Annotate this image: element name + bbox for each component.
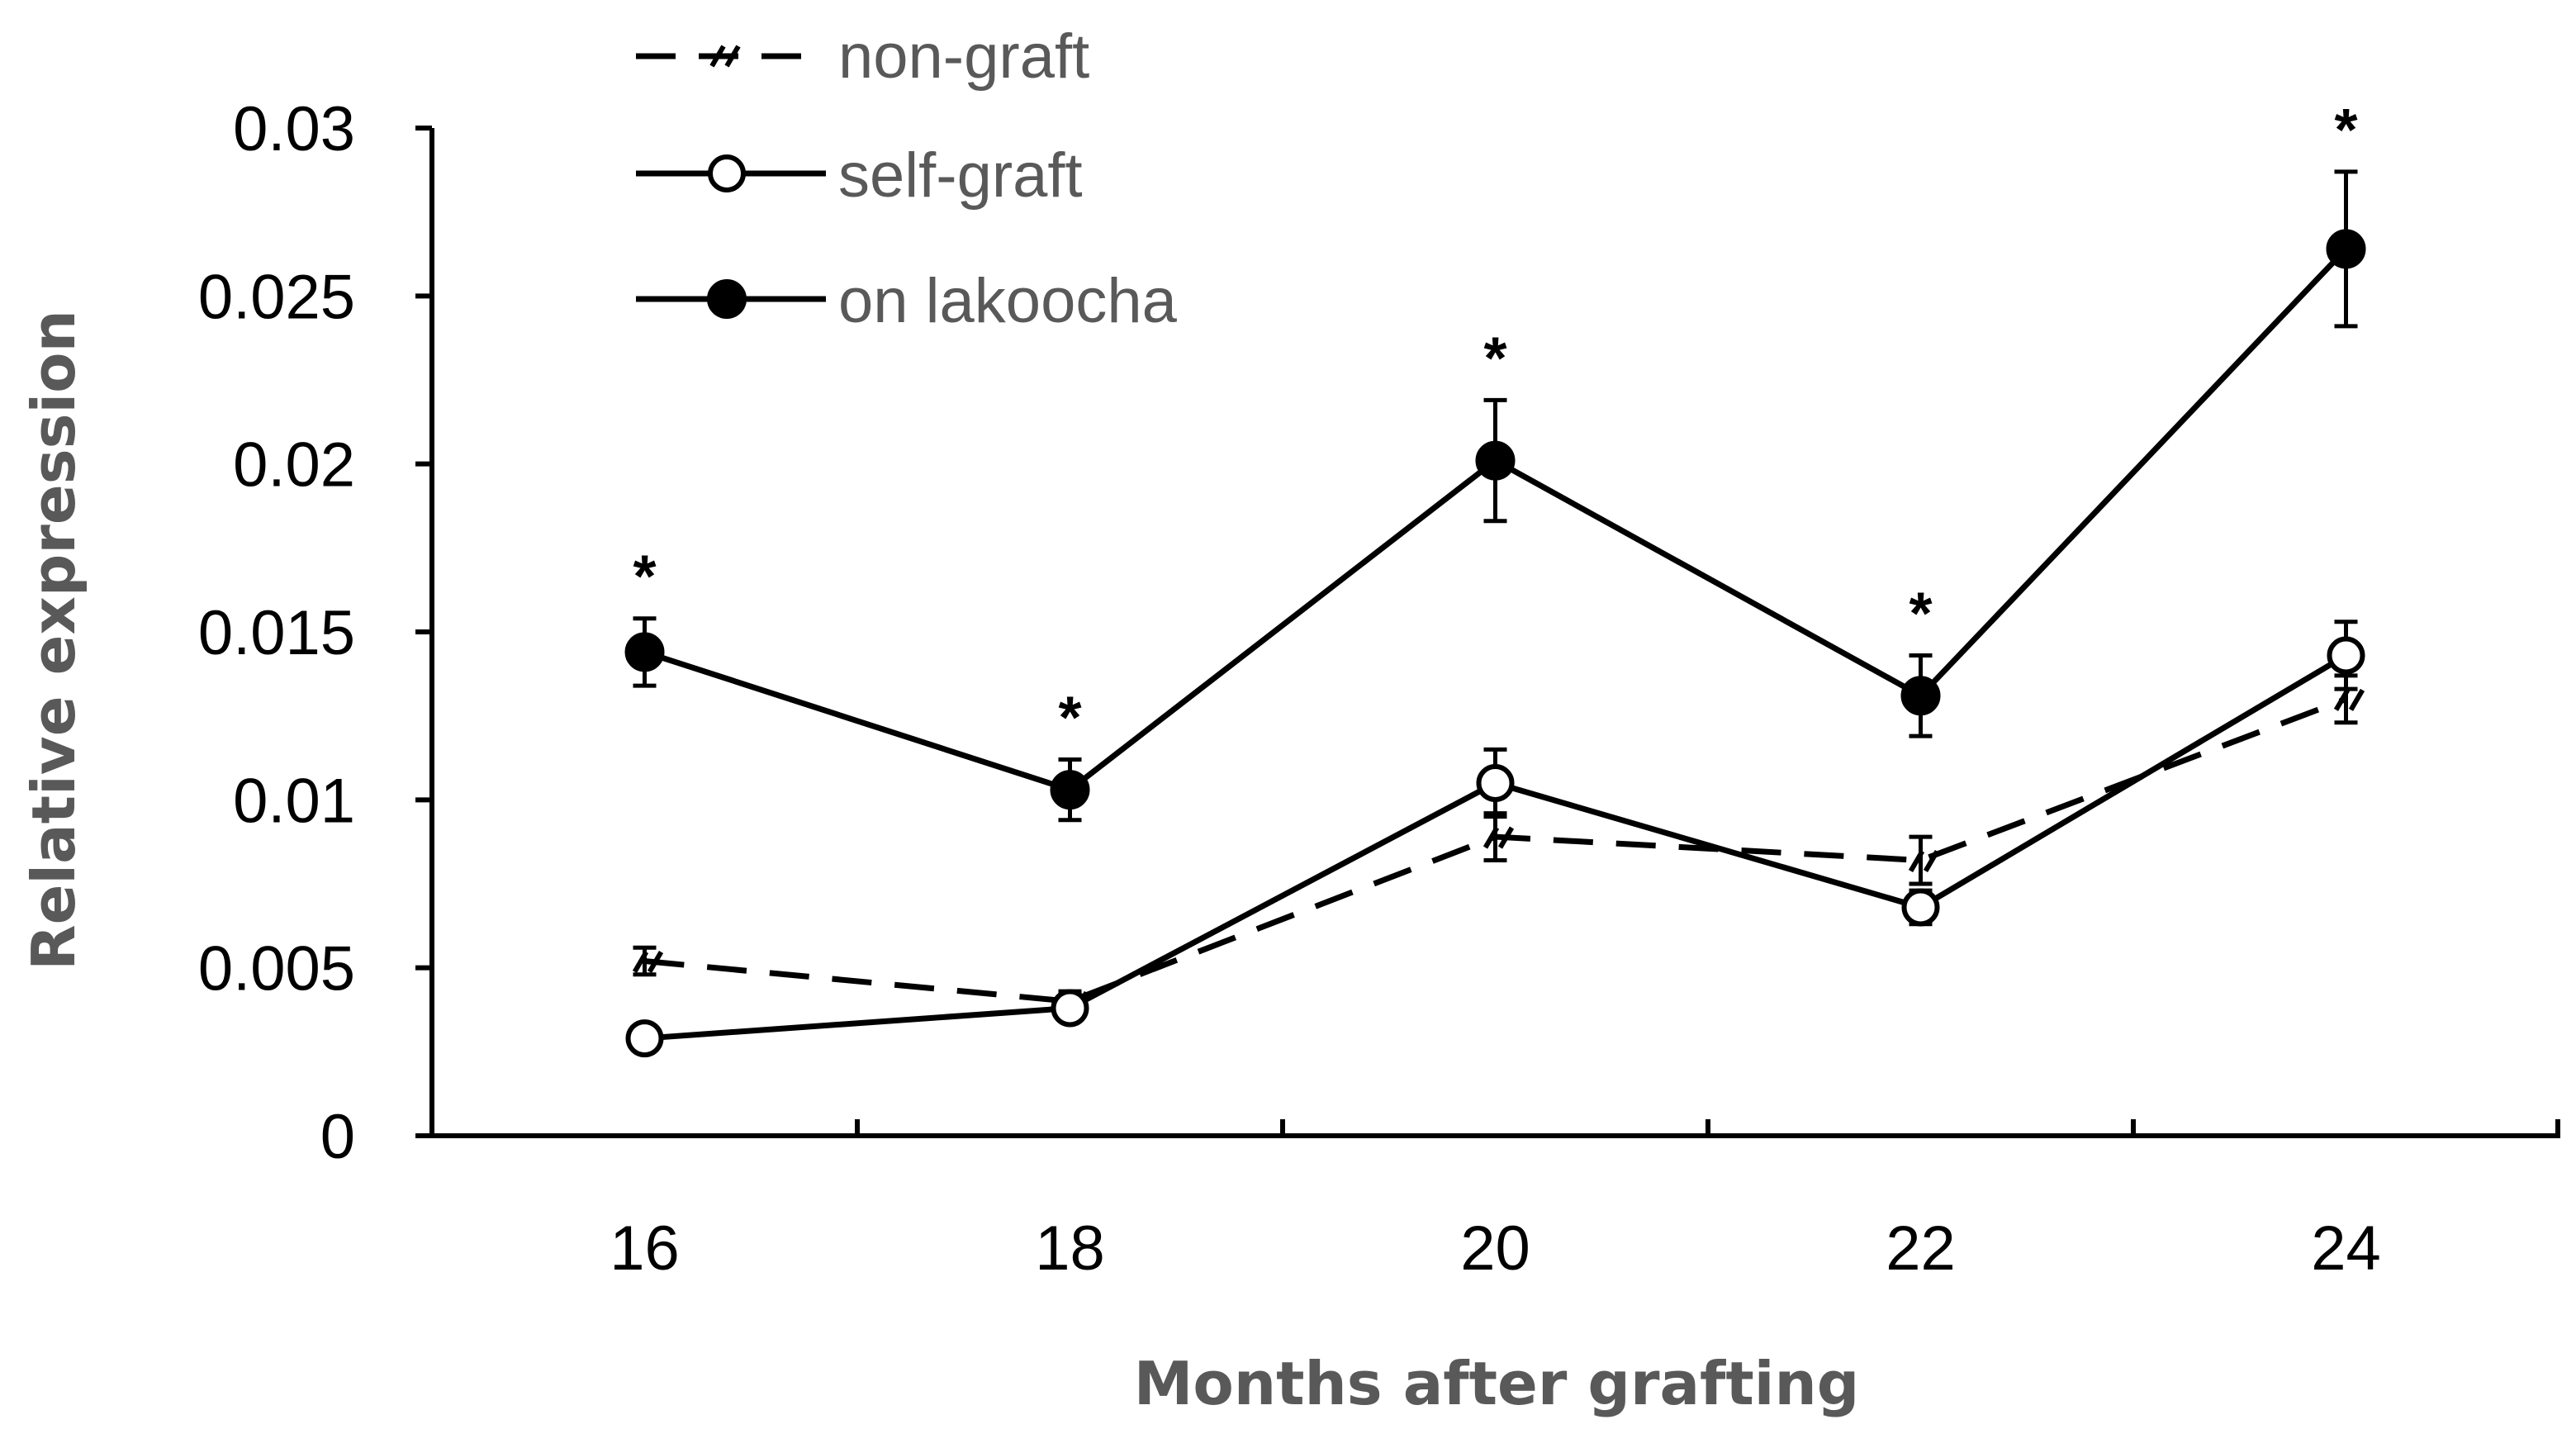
data-point (624, 632, 665, 672)
significance-star: * (633, 544, 656, 610)
legend-label-on-lakoocha: on lakoocha (838, 266, 1178, 336)
y-tick-label: 0.015 (198, 598, 355, 668)
significance-star: * (1483, 325, 1506, 392)
data-point-hatch (1483, 826, 1500, 849)
x-tick-label: 16 (610, 1213, 680, 1284)
data-point (2326, 229, 2366, 269)
data-point (1051, 989, 1089, 1028)
data-point-hatch (2333, 688, 2351, 711)
significance-star: * (1058, 686, 1081, 752)
data-point (632, 951, 664, 974)
data-point (1050, 770, 1090, 810)
legend: non-graft self-graft on lakoocha (636, 21, 1178, 336)
y-tick-label: 0.03 (233, 94, 355, 164)
series-non-graft (632, 673, 2365, 1014)
series-on-lakoocha (624, 169, 2366, 823)
data-point-hatch (1908, 850, 1925, 873)
data-point-hatch (647, 951, 664, 974)
legend-marker-on-lakoocha (707, 279, 747, 319)
significance-star: * (1909, 581, 1932, 647)
data-point (1483, 826, 1515, 849)
x-tick-label: 18 (1035, 1213, 1105, 1284)
significance-star: * (2334, 97, 2357, 164)
y-tick-label: 0.025 (198, 262, 355, 332)
y-axis-title: Relative expression (19, 310, 88, 971)
y-tick-label: 0 (320, 1102, 355, 1172)
data-point-hatch (1497, 826, 1515, 849)
x-tick-label: 20 (1460, 1213, 1530, 1284)
axes: 0 0.005 0.01 0.015 0.02 0.025 0.03 16 18 20 22 24 (198, 94, 2560, 1284)
y-tick-label: 0.005 (198, 934, 355, 1004)
legend-label-non-graft: non-graft (838, 21, 1089, 92)
x-tick-label: 24 (2311, 1213, 2381, 1284)
series-line-non-graft (644, 696, 2347, 1004)
y-tick-label: 0.02 (233, 430, 355, 501)
legend-label-self-graft: self-graft (838, 140, 1083, 211)
x-axis-title: Months after grafting (1134, 1349, 1860, 1418)
x-tick-label: 22 (1886, 1213, 1956, 1284)
data-point (1476, 764, 1515, 802)
data-point (625, 1019, 664, 1058)
data-point (1900, 676, 1941, 716)
data-point (1475, 440, 1516, 481)
data-point (2327, 636, 2365, 675)
legend-marker-non-graft (709, 45, 741, 68)
data-point-hatch (1923, 850, 1940, 873)
data-point-hatch (632, 951, 649, 974)
series-self-graft (625, 620, 2365, 1058)
plot-area: * * * * * (624, 97, 2366, 1058)
data-point (1908, 850, 1940, 873)
data-point (1901, 888, 1940, 927)
data-point (2333, 688, 2365, 711)
y-tick-label: 0.01 (233, 766, 355, 836)
legend-marker-self-graft (708, 154, 746, 192)
data-point-hatch (2348, 688, 2365, 711)
